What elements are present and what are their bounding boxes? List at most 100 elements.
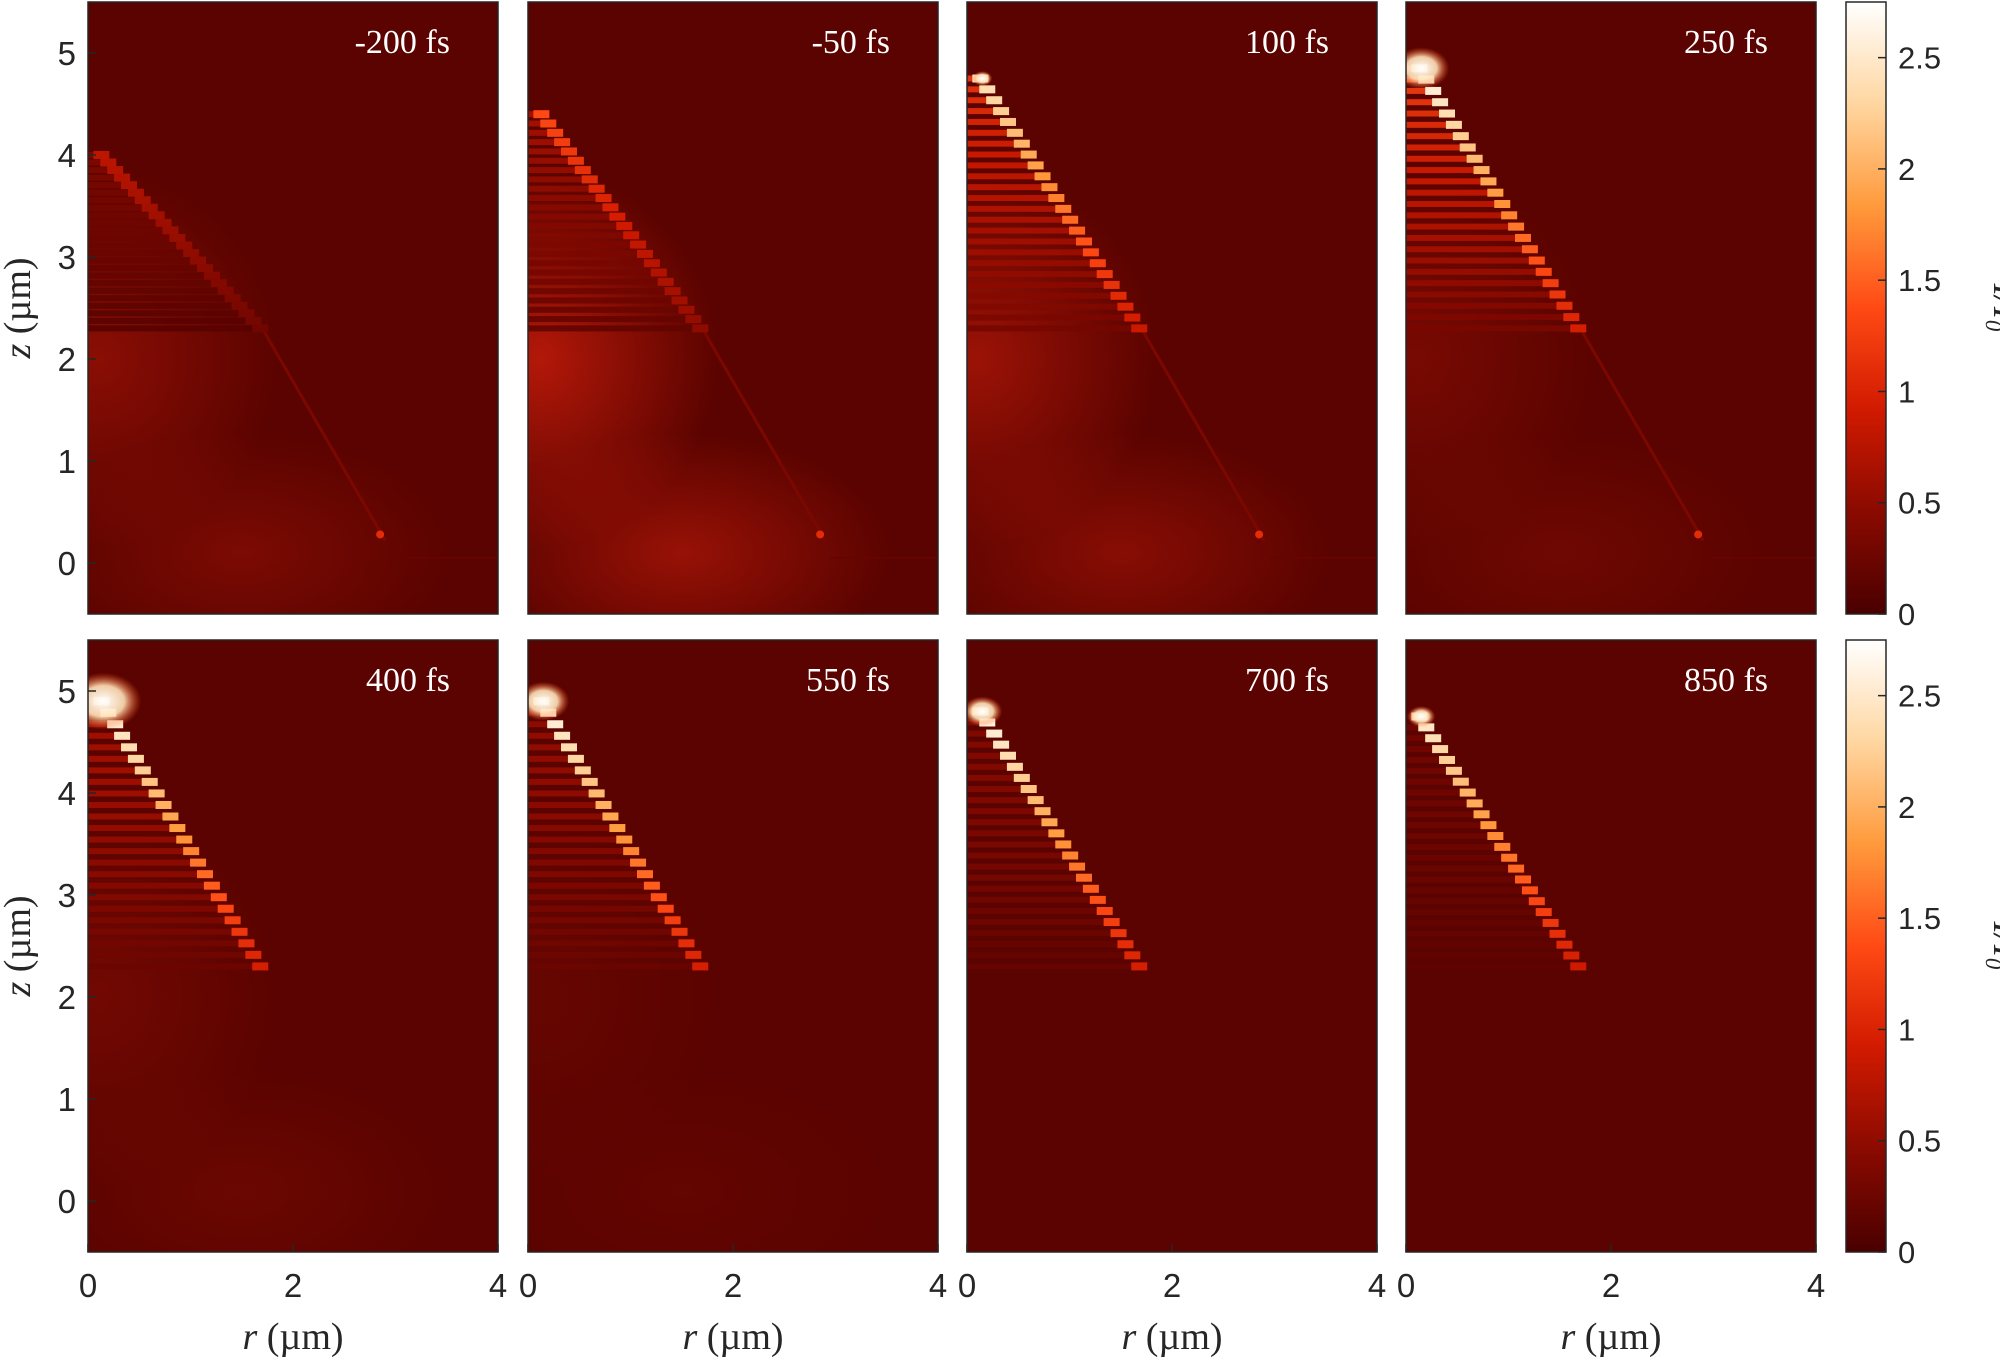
edge-point — [664, 916, 681, 925]
panel-frame — [1405, 1, 1817, 615]
edge-point — [602, 812, 619, 821]
edge-point — [1124, 313, 1141, 322]
edge-point — [1480, 821, 1497, 830]
edge-point — [1439, 109, 1456, 118]
fringe-stripe — [1406, 746, 1443, 753]
fringe-stripe — [1406, 724, 1429, 731]
panel-time-label: 850 fs — [1684, 662, 1768, 699]
edge-point — [623, 231, 640, 240]
edge-point — [1487, 188, 1504, 197]
edge-point — [1466, 799, 1483, 808]
edge-point — [588, 789, 605, 798]
edge-point — [1055, 204, 1072, 213]
fringe-stripe — [528, 269, 661, 276]
fringe-stripe — [88, 744, 132, 751]
heatmap-panel: 700 fs — [967, 640, 1377, 1252]
edge-point — [148, 211, 165, 220]
fringe-stripe — [967, 260, 1100, 267]
edge-point — [678, 305, 695, 314]
fringe-stripe — [528, 213, 620, 220]
fringe-stripe — [967, 108, 1004, 115]
fringe-stripe — [1406, 963, 1581, 970]
edge-point — [692, 962, 709, 971]
hot-spot — [1255, 530, 1264, 539]
fringe-stripe — [88, 204, 152, 211]
edge-point — [1570, 324, 1587, 333]
colorbar-tick-label: 2 — [1898, 790, 1915, 825]
fringe-stripe — [1406, 189, 1498, 196]
edge-point — [1082, 884, 1099, 893]
fringe-stripe — [528, 120, 551, 127]
fringe-stripe — [528, 297, 682, 304]
fringe-stripe — [1406, 87, 1436, 94]
fringe-stripe — [1406, 314, 1574, 321]
edge-point — [1048, 829, 1065, 838]
fringe-stripe — [528, 963, 703, 970]
edge-point — [540, 119, 557, 128]
edge-point — [1062, 851, 1079, 860]
fringe-stripe — [1406, 887, 1532, 894]
fringe-stripe — [528, 801, 606, 808]
edge-point — [1480, 177, 1497, 186]
edge-point — [1425, 86, 1442, 95]
fringe-stripe — [88, 250, 194, 257]
glow-region — [528, 1070, 892, 1252]
edge-point — [1528, 256, 1545, 265]
fringe-stripe — [967, 195, 1059, 202]
edge-point — [630, 858, 647, 867]
fringe-stripe — [1406, 121, 1456, 128]
fringe-stripe — [1406, 212, 1512, 219]
fringe-stripe — [88, 295, 235, 302]
hot-spot — [816, 530, 825, 539]
colorbar-gradient — [1845, 639, 1887, 1253]
edge-point — [1034, 807, 1051, 816]
edge-point — [1425, 734, 1442, 743]
x-tick-label: 0 — [958, 1267, 976, 1304]
fringe-stripe — [88, 848, 194, 855]
edge-point — [121, 181, 138, 190]
edge-point — [664, 287, 681, 296]
edge-point — [678, 939, 695, 948]
fringe-stripe — [528, 813, 613, 820]
fringe-stripe — [1406, 268, 1546, 275]
edge-point — [217, 904, 234, 913]
edge-point — [1069, 862, 1086, 871]
edge-point — [1124, 951, 1141, 960]
edge-point — [616, 221, 633, 230]
edge-point — [1013, 139, 1030, 148]
colorbar-tick-label: 1.5 — [1898, 901, 1941, 936]
edge-point — [1096, 270, 1113, 279]
edge-point — [1570, 962, 1587, 971]
panel-time-label: 550 fs — [806, 662, 890, 699]
interface-line — [1139, 327, 1266, 542]
fringe-stripe — [967, 292, 1121, 299]
fringe-stripe — [528, 894, 661, 901]
fringe-stripe — [528, 250, 647, 257]
fringe-stripe — [88, 767, 145, 774]
fringe-stripe — [88, 951, 256, 958]
fringe-stripe — [967, 963, 1142, 970]
tip-hot-spot — [1406, 47, 1450, 90]
fringe-stripe — [528, 260, 654, 267]
edge-point — [169, 824, 186, 833]
glow-region — [88, 432, 452, 614]
fringe-stripe — [1406, 952, 1574, 959]
fringe-stripe — [88, 882, 214, 889]
edge-point — [134, 766, 151, 775]
edge-point — [148, 789, 165, 798]
edge-point — [533, 110, 550, 119]
edge-point — [1117, 302, 1134, 311]
edge-point — [561, 743, 578, 752]
edge-point — [685, 950, 702, 959]
fringe-stripe — [528, 316, 696, 323]
edge-point — [986, 729, 1003, 738]
edge-point — [1418, 723, 1435, 732]
fringe-stripe — [528, 139, 565, 146]
y-tick-label: 2 — [58, 341, 76, 378]
fringe-stripe — [1406, 280, 1553, 287]
edge-point — [190, 256, 207, 265]
edge-point — [1020, 785, 1037, 794]
tip-hot-spot — [972, 71, 993, 86]
edge-point — [210, 893, 227, 902]
edge-point — [224, 294, 241, 303]
